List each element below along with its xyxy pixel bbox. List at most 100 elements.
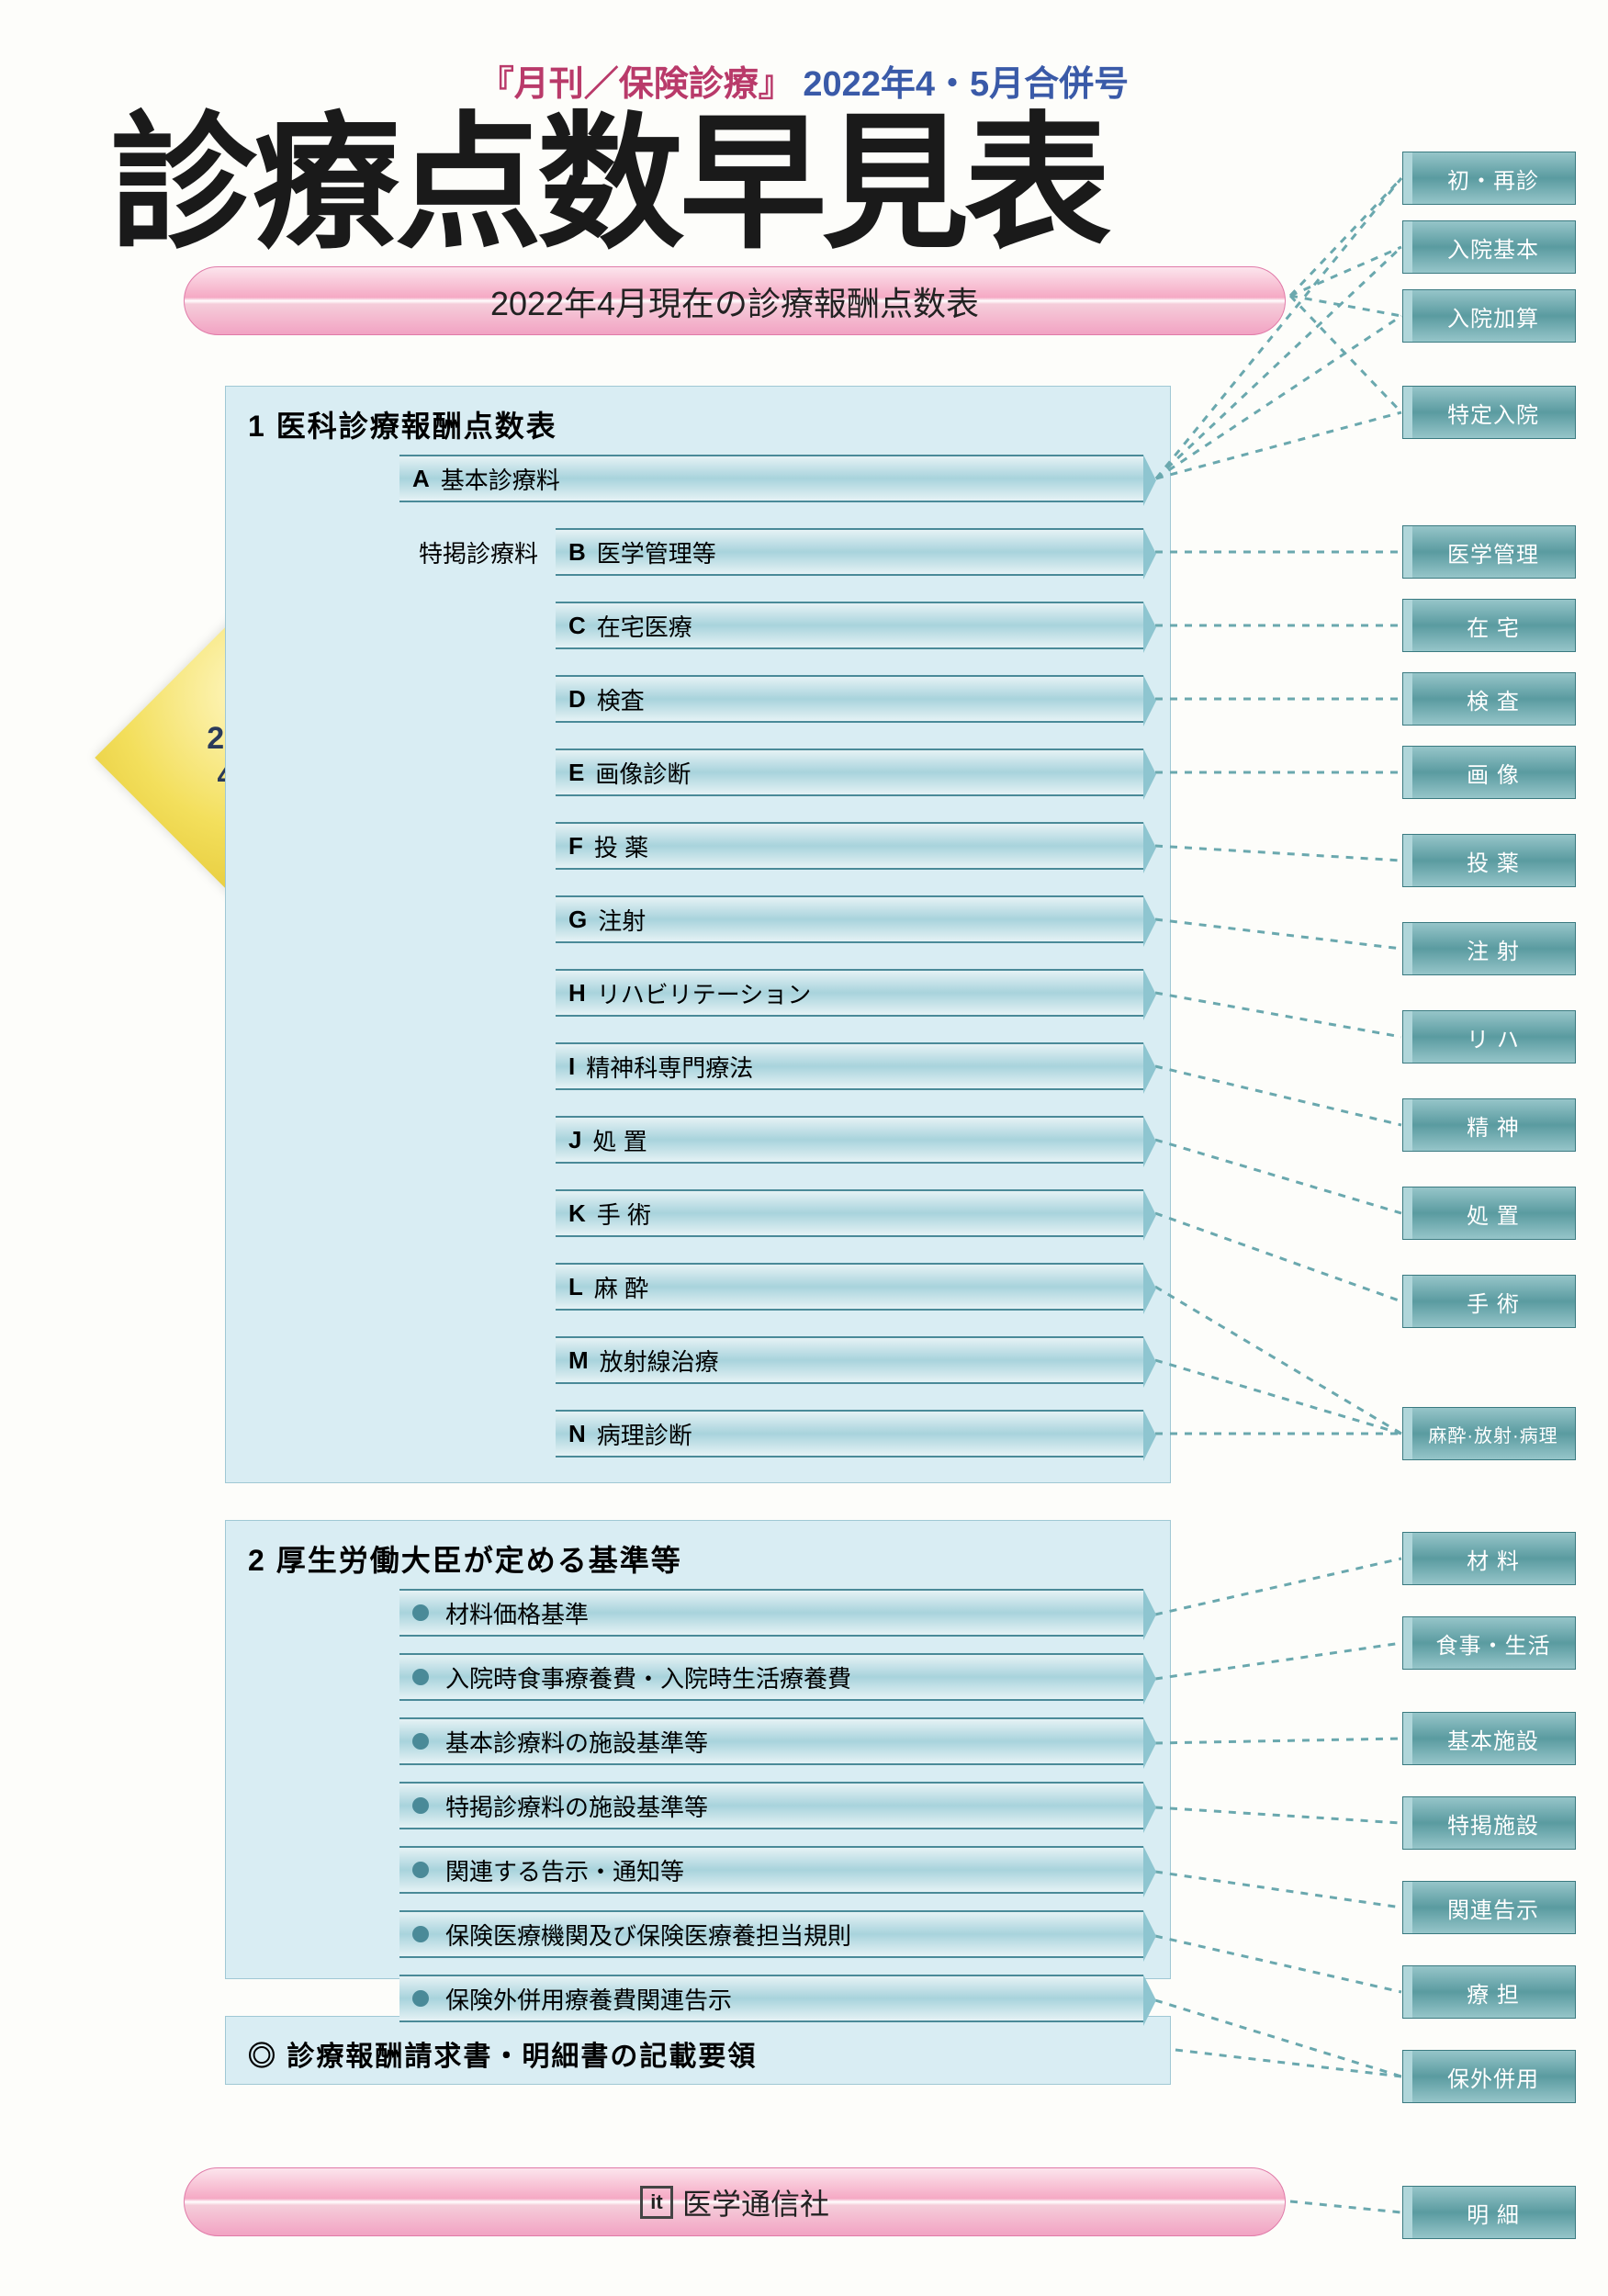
subtitle-banner: 2022年4月現在の診療報酬点数表	[184, 266, 1286, 335]
side-tab-4[interactable]: 医学管理	[1411, 525, 1576, 579]
row-code: L	[568, 1273, 583, 1301]
side-tab-8[interactable]: 投 薬	[1411, 834, 1576, 887]
row-label: 基本診療料	[441, 462, 560, 496]
side-tab-0[interactable]: 初・再診	[1411, 152, 1576, 205]
row-label: 医学管理等	[597, 535, 716, 569]
bullet-item-6: 保険外併用療養費関連告示	[399, 1975, 1143, 2022]
side-tab-13[interactable]: 手 術	[1411, 1275, 1576, 1328]
section1-title: 1 医科診療報酬点数表	[226, 387, 1170, 462]
publisher-icon: it	[640, 2186, 673, 2219]
side-tab-3[interactable]: 特定入院	[1411, 386, 1576, 439]
row-code: H	[568, 979, 586, 1007]
row-code: K	[568, 1199, 586, 1228]
side-tab-11[interactable]: 精 神	[1411, 1098, 1576, 1152]
bullet-bar: 基本診療料の施設基準等	[399, 1717, 1143, 1765]
side-tab-20[interactable]: 療 担	[1411, 1965, 1576, 2019]
bullet-label: 入院時食事療養費・入院時生活療養費	[445, 1660, 851, 1694]
bullet-item-0: 材料価格基準	[399, 1589, 1143, 1637]
bullet-dot-icon	[412, 1733, 429, 1750]
row-bar: D検査	[556, 675, 1143, 723]
side-tab-19[interactable]: 関連告示	[1411, 1881, 1576, 1934]
row-bar: H リハビリテーション	[556, 969, 1143, 1017]
row-code: F	[568, 832, 583, 861]
row-B: B 医学管理等	[556, 528, 1143, 576]
side-tab-21[interactable]: 保外併用	[1411, 2050, 1576, 2103]
row-bar: C 在宅医療	[556, 602, 1143, 649]
row-code: G	[568, 906, 587, 934]
bullet-label: 関連する告示・通知等	[445, 1853, 684, 1887]
row-label: 精神科専門療法	[586, 1050, 753, 1084]
row-code: E	[568, 759, 584, 787]
row-bar: G 注射	[556, 895, 1143, 943]
bullet-dot-icon	[412, 1862, 429, 1878]
row-N: N病理診断	[556, 1410, 1143, 1458]
row-I: I精神科専門療法	[556, 1042, 1143, 1090]
side-tab-5[interactable]: 在 宅	[1411, 599, 1576, 652]
row-label: 在宅医療	[597, 609, 692, 643]
side-tab-6[interactable]: 検 査	[1411, 672, 1576, 726]
section2-title: 2 厚生労働大臣が定める基準等	[226, 1521, 1170, 1596]
bullet-dot-icon	[412, 1797, 429, 1814]
row-code: M	[568, 1346, 589, 1375]
bullet-item-4: 関連する告示・通知等	[399, 1846, 1143, 1894]
bullet-dot-icon	[412, 1990, 429, 2007]
side-tab-1[interactable]: 入院基本	[1411, 220, 1576, 274]
row-code: C	[568, 612, 586, 640]
publisher-name: 医学通信社	[682, 2181, 829, 2223]
side-tab-2[interactable]: 入院加算	[1411, 289, 1576, 343]
side-tab-9[interactable]: 注 射	[1411, 922, 1576, 975]
row-code: J	[568, 1126, 581, 1154]
bullet-bar: 関連する告示・通知等	[399, 1846, 1143, 1894]
row-bar: L麻 酔	[556, 1263, 1143, 1311]
bullet-label: 保険医療機関及び保険医療養担当規則	[445, 1918, 851, 1952]
row-label: 投 薬	[594, 829, 648, 863]
side-tab-7[interactable]: 画 像	[1411, 746, 1576, 799]
side-tab-22[interactable]: 明 細	[1411, 2186, 1576, 2239]
bullet-dot-icon	[412, 1926, 429, 1942]
bullet-label: 特掲診療料の施設基準等	[445, 1789, 708, 1823]
row-label: 検査	[597, 682, 645, 716]
side-tab-18[interactable]: 特掲施設	[1411, 1796, 1576, 1850]
row-E: E 画像診断	[556, 748, 1143, 796]
row-label: 処 置	[592, 1123, 647, 1157]
side-tab-10[interactable]: リ ハ	[1411, 1010, 1576, 1064]
row-J: J処 置	[556, 1116, 1143, 1164]
row-M: M放射線治療	[556, 1336, 1143, 1384]
side-tab-15[interactable]: 材 料	[1411, 1532, 1576, 1585]
row-bar: A基本診療料	[399, 455, 1143, 502]
row-label: 注射	[598, 903, 646, 937]
header-suffix: 2022年4・5月合併号	[803, 65, 1129, 104]
row-label: リハビリテーション	[597, 976, 811, 1010]
publisher-banner: it 医学通信社	[184, 2167, 1286, 2236]
page-title: 診療点数早見表	[110, 110, 1107, 257]
side-tab-17[interactable]: 基本施設	[1411, 1712, 1576, 1765]
bullet-label: 基本診療料の施設基準等	[445, 1725, 708, 1759]
row-code: B	[568, 538, 586, 567]
row-bar: B 医学管理等	[556, 528, 1143, 576]
side-tab-16[interactable]: 食事・生活	[1411, 1616, 1576, 1670]
bullet-label: 材料価格基準	[445, 1596, 589, 1630]
row-A: A基本診療料	[399, 455, 1143, 502]
row-bar: I精神科専門療法	[556, 1042, 1143, 1090]
bullet-item-3: 特掲診療料の施設基準等	[399, 1782, 1143, 1829]
bullet-bar: 保険医療機関及び保険医療養担当規則	[399, 1910, 1143, 1958]
row-bar: M放射線治療	[556, 1336, 1143, 1384]
bullet-bar: 保険外併用療養費関連告示	[399, 1975, 1143, 2022]
bullet-item-2: 基本診療料の施設基準等	[399, 1717, 1143, 1765]
prefix-label: 特掲診療料	[402, 528, 549, 576]
row-C: C 在宅医療	[556, 602, 1143, 649]
row-code: N	[568, 1420, 586, 1448]
row-label: 画像診断	[595, 756, 691, 790]
row-K: K手 術	[556, 1189, 1143, 1237]
row-bar: N病理診断	[556, 1410, 1143, 1458]
row-bar: J処 置	[556, 1116, 1143, 1164]
side-tab-14[interactable]: 麻酔·放射·病理	[1411, 1407, 1576, 1460]
subtitle-text: 2022年4月現在の診療報酬点数表	[490, 277, 979, 325]
row-L: L麻 酔	[556, 1263, 1143, 1311]
header-prefix: 『月刊／保険診療』	[479, 65, 793, 104]
section3-panel: ◎ 診療報酬請求書・明細書の記載要領	[225, 2016, 1171, 2085]
side-tab-12[interactable]: 処 置	[1411, 1187, 1576, 1240]
row-D: D検査	[556, 675, 1143, 723]
row-H: H リハビリテーション	[556, 969, 1143, 1017]
bullet-item-5: 保険医療機関及び保険医療養担当規則	[399, 1910, 1143, 1958]
